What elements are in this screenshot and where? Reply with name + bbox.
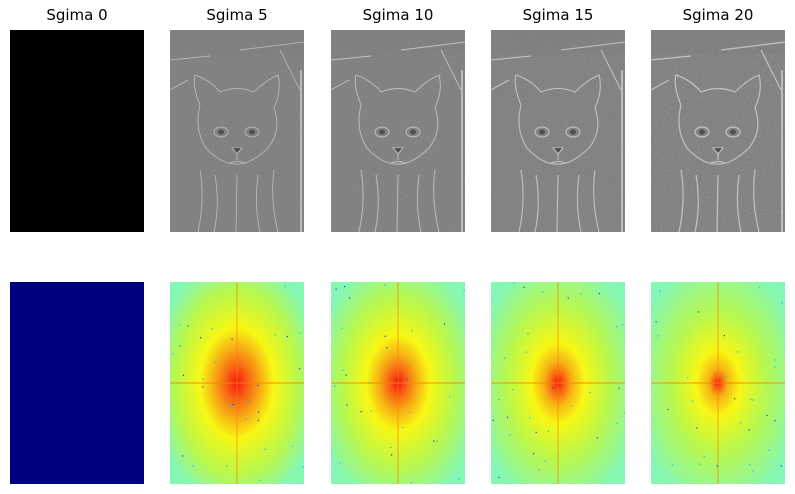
spectrum-image	[170, 282, 304, 484]
spectrum-image	[651, 282, 785, 484]
image-panel-sigma-20	[651, 30, 785, 232]
filtered-image	[491, 30, 625, 232]
spectrum-image	[10, 282, 144, 484]
image-panel-sigma-5	[170, 30, 304, 232]
filtered-image	[10, 30, 144, 232]
spectrum-image	[331, 282, 465, 484]
panel-title-sigma-20: Sgima 20	[682, 6, 754, 24]
spectrum-image	[491, 282, 625, 484]
spectrum-panel-sigma-10	[331, 282, 465, 484]
spectrum-panel-sigma-5	[170, 282, 304, 484]
panel-title-sigma-15: Sgima 15	[522, 6, 594, 24]
panel-title-sigma-10: Sgima 10	[362, 6, 434, 24]
panel-title-sigma-5: Sgima 5	[206, 6, 268, 24]
spectrum-panel-sigma-15	[491, 282, 625, 484]
spectrum-panel-sigma-0	[10, 282, 144, 484]
panel-title-sigma-0: Sgima 0	[46, 6, 108, 24]
image-panel-sigma-15	[491, 30, 625, 232]
filtered-image	[331, 30, 465, 232]
image-panel-sigma-0	[10, 30, 144, 232]
filtered-image	[170, 30, 304, 232]
image-panel-sigma-10	[331, 30, 465, 232]
filtered-image	[651, 30, 785, 232]
spectrum-panel-sigma-20	[651, 282, 785, 484]
